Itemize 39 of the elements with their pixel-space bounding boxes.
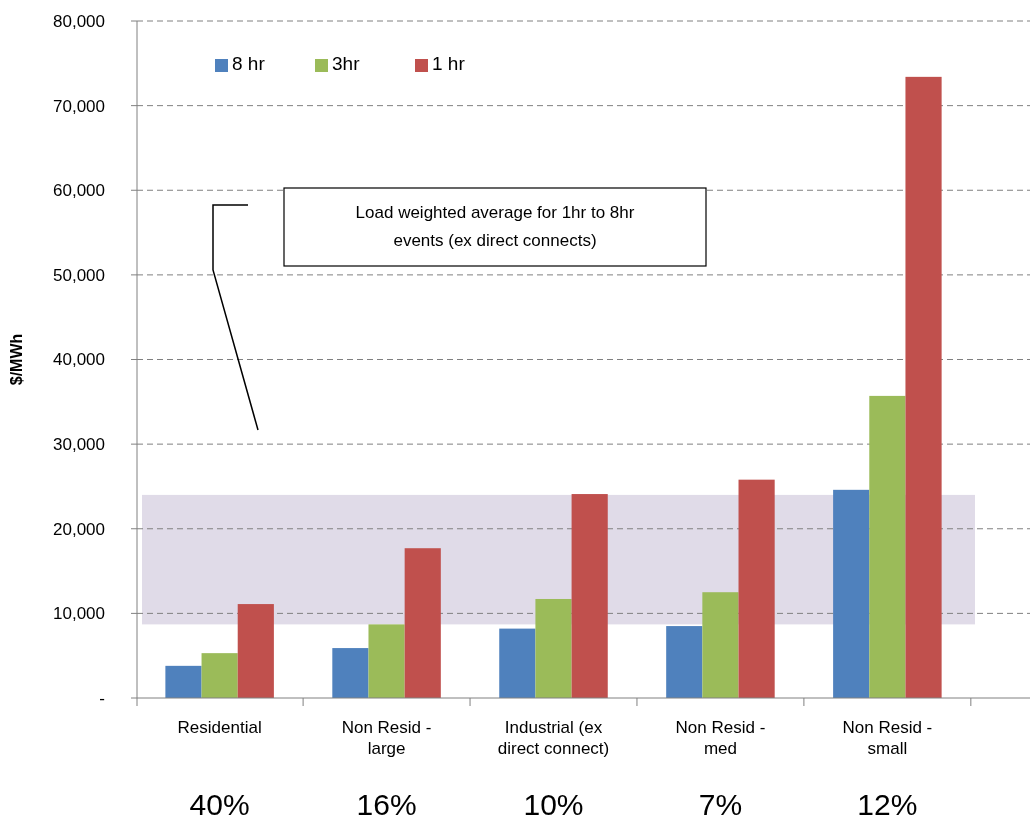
text: 10%: [523, 788, 584, 821]
bar: [702, 592, 739, 698]
bar: [666, 626, 703, 698]
bar: [905, 76, 942, 698]
text: 7%: [698, 788, 743, 821]
annotation: Load weighted average for 1hr to 8hr events (ex direct connects): [355, 203, 635, 250]
bar: [833, 489, 870, 698]
bar: [499, 628, 536, 698]
bar: [535, 598, 572, 698]
bar: [571, 494, 608, 698]
y-tick-label: -: [99, 688, 105, 708]
legend-label: 8 hr: [232, 53, 266, 74]
y-tick-label: 80,000: [53, 11, 105, 31]
y-tick-label: 50,000: [53, 265, 105, 285]
bar: [332, 648, 369, 698]
text: 12%: [857, 788, 918, 821]
x-tick-label: Residential: [177, 718, 262, 737]
bar: [738, 479, 775, 698]
x-tick-label: Industrial (ex direct connect): [497, 718, 610, 758]
text: 16%: [356, 788, 417, 821]
y-tick-label: 10,000: [53, 604, 105, 624]
bar: [237, 604, 274, 698]
legend-label: 3hr: [332, 53, 361, 74]
y-axis-title: $/MWh: [8, 333, 25, 386]
x-tick-label: Non Resid - med: [675, 718, 766, 758]
y-tick-label: 60,000: [53, 181, 105, 201]
bar: [165, 665, 202, 698]
x-tick-label: Non Resid - large: [341, 718, 432, 758]
y-tick-label: 30,000: [53, 435, 105, 455]
y-tick-label: 40,000: [53, 350, 105, 370]
text: 40%: [189, 788, 250, 821]
bar: [368, 624, 405, 698]
bar: [201, 653, 238, 698]
y-tick-label: 70,000: [53, 96, 105, 116]
bar: [869, 395, 906, 698]
y-tick-label: 20,000: [53, 519, 105, 539]
x-tick-label: Non Resid - small: [842, 718, 933, 758]
legend-label: 1 hr: [432, 53, 466, 74]
bar: [404, 548, 441, 698]
